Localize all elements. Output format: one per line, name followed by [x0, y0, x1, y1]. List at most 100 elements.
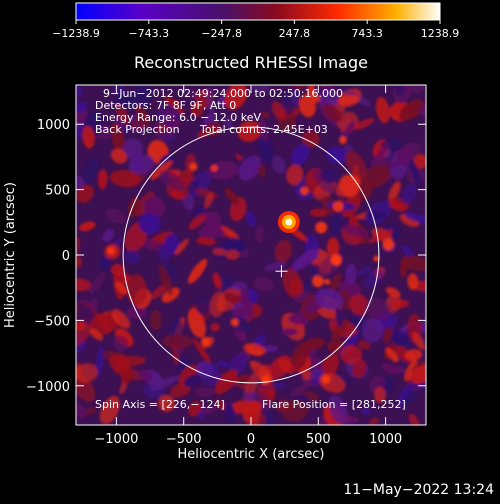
emission-patch [328, 395, 349, 425]
emission-hotspot [230, 318, 239, 327]
emission-patch [289, 381, 313, 397]
emission-patch [212, 272, 222, 290]
emission-patch [382, 324, 393, 344]
emission-hotspot [189, 162, 198, 171]
emission-patch [242, 391, 256, 402]
emission-patch [263, 261, 287, 272]
emission-patch [174, 238, 189, 256]
emission-patch [210, 322, 220, 332]
emission-hotspot [261, 375, 271, 385]
spin-axis-annotation: Spin Axis = [226,−124] [95, 398, 225, 411]
emission-patch [339, 283, 363, 293]
emission-patch [343, 121, 356, 138]
emission-patch [309, 208, 329, 218]
emission-patch [319, 89, 339, 109]
emission-patch [182, 192, 195, 211]
emission-patch [204, 192, 214, 209]
emission-patch [215, 369, 238, 395]
emission-patch [404, 349, 423, 361]
emission-patch [183, 374, 201, 387]
emission-patch [114, 355, 146, 367]
emission-patch [352, 359, 367, 379]
emission-patch [201, 405, 217, 415]
emission-hotspot [201, 336, 211, 347]
emission-patch [192, 338, 212, 365]
emission-patch [288, 314, 306, 325]
emission-patch [186, 180, 199, 194]
emission-patch [281, 85, 298, 116]
emission-patch [368, 229, 394, 244]
emission-patch [352, 118, 375, 130]
emission-patch [170, 382, 191, 398]
emission-patch [338, 95, 361, 104]
emission-hotspot [315, 221, 328, 234]
emission-patch [190, 103, 203, 117]
emission-hotspot [330, 254, 342, 266]
emission-patch [361, 407, 371, 416]
colorbar-tick-label: 247.8 [279, 27, 311, 40]
x-tick-label: 500 [306, 432, 331, 447]
emission-patch [111, 121, 125, 153]
emission-patch [271, 101, 286, 121]
emission-patch [291, 249, 318, 271]
emission-patch [205, 86, 215, 116]
y-tick-label: 1000 [37, 118, 70, 133]
emission-patch [315, 288, 344, 310]
chart-title: Reconstructed RHESSI Image [134, 53, 368, 72]
emission-patch [76, 363, 98, 383]
emission-patch [293, 290, 313, 303]
emission-patch [102, 229, 115, 243]
emission-patch [298, 94, 317, 118]
emission-patch [286, 164, 304, 186]
emission-patch [326, 146, 347, 165]
emission-patch [76, 278, 92, 292]
emission-patch [105, 208, 127, 224]
time-range-annotation: 9−Jun−2012 02:49:24.000 to 02:50:16.000 [103, 87, 343, 100]
emission-patch [370, 143, 390, 167]
emission-patch [271, 155, 287, 174]
emission-patch [246, 211, 256, 228]
emission-patch [111, 309, 131, 329]
emission-patch [82, 125, 95, 149]
x-tick-label: 0 [247, 432, 255, 447]
colorbar [76, 3, 440, 20]
emission-patch [388, 181, 401, 202]
emission-patch [126, 274, 148, 306]
x-tick-label: −500 [166, 432, 202, 447]
emission-patch [112, 85, 125, 97]
emission-patch [110, 148, 128, 164]
emission-patch [396, 383, 413, 408]
emission-patch [329, 272, 342, 293]
footer-timestamp: 11−May−2022 13:24 [343, 482, 494, 498]
emission-patch [98, 169, 108, 190]
emission-patch [251, 85, 270, 93]
emission-patch [220, 226, 240, 239]
emission-hotspot [312, 275, 324, 288]
axis-ticks: −1000 −500 0 500 1000 1000 500 0 −500 −1000 [26, 85, 426, 447]
emission-patch [281, 328, 298, 336]
emission-patch [143, 196, 166, 219]
flare-source-peak [285, 218, 293, 226]
emission-patch [331, 206, 344, 237]
method-annotation: Back Projection [95, 123, 180, 136]
emission-patch [159, 265, 173, 296]
image-emission [76, 85, 426, 425]
emission-patch [411, 331, 426, 351]
emission-patch [149, 375, 180, 392]
emission-patch [198, 223, 226, 240]
emission-patch [162, 333, 193, 350]
emission-patch [413, 153, 426, 170]
emission-patch [231, 399, 263, 414]
emission-patch [254, 225, 265, 243]
emission-patch [149, 309, 162, 331]
emission-patch [365, 297, 392, 321]
emission-patch [95, 345, 105, 376]
emission-patch [374, 386, 386, 404]
emission-patch [114, 281, 128, 295]
emission-patch [76, 320, 86, 331]
emission-patch [322, 103, 342, 122]
emission-patch [366, 210, 386, 220]
emission-patch [369, 417, 379, 425]
